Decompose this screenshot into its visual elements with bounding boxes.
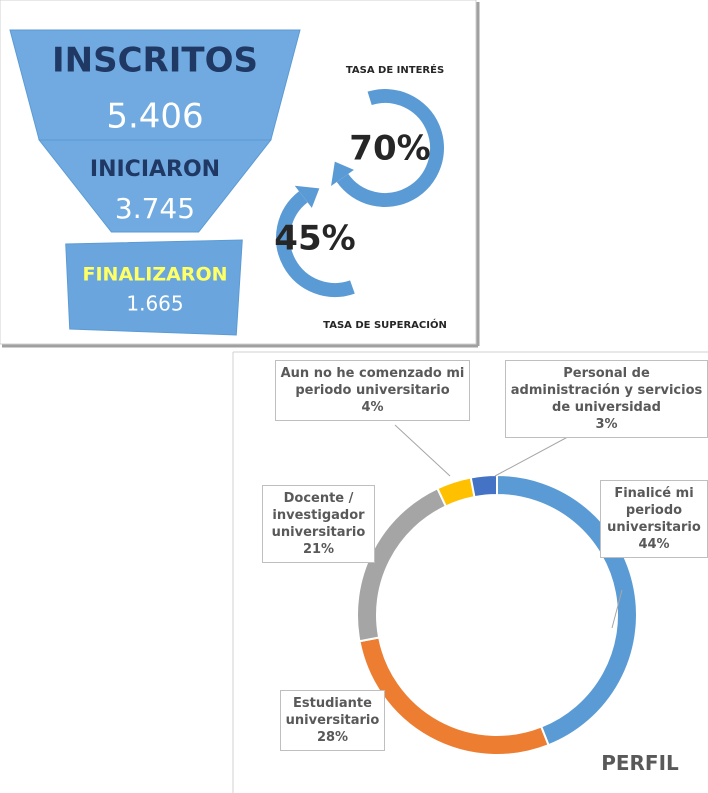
rate-arrow	[336, 89, 444, 207]
funnel-band	[38, 139, 272, 233]
funnel-value: 1.665	[126, 292, 183, 316]
rate-arrow-head	[331, 161, 354, 187]
data-label-value: 4%	[361, 400, 384, 415]
data-label-value: 3%	[595, 417, 618, 432]
chart-title: PERFIL	[601, 751, 679, 775]
data-label: Estudiante universitario 28%	[280, 690, 385, 751]
rate-arrow-head	[294, 185, 320, 208]
data-label-category: Estudiante universitario	[285, 696, 380, 728]
data-label-category: Docente / investigador universitario	[271, 491, 366, 540]
rate-label: TASA DE SUPERACIÓN	[323, 318, 447, 331]
funnel-label: INSCRITOS	[52, 41, 258, 81]
data-label-value: 28%	[316, 730, 349, 745]
data-label: Finalicé mi periodo universitario 44%	[600, 480, 708, 558]
data-label-value: 44%	[638, 537, 670, 552]
donut-slice	[436, 476, 476, 508]
data-label-category: Personal de administración y servicios d…	[510, 366, 703, 415]
funnel-label: FINALIZARON	[83, 264, 228, 286]
leader-line	[394, 424, 451, 477]
rate-value: 70%	[349, 129, 430, 169]
data-label: Docente / investigador universitario 21%	[262, 485, 375, 563]
funnel-band	[65, 239, 243, 336]
rate-label: TASA DE INTERÉS	[346, 63, 444, 76]
data-label-category: Aun no he comenzado mi periodo universit…	[280, 366, 465, 398]
data-label-value: 21%	[302, 542, 335, 557]
funnel-value: 3.745	[115, 192, 195, 225]
rate-value: 45%	[274, 219, 355, 259]
donut-slice	[358, 636, 550, 756]
data-label-category: Finalicé mi periodo universitario	[607, 486, 701, 535]
leader-line	[611, 589, 623, 629]
rate-arrow	[276, 191, 355, 297]
funnel-label: INICIARON	[90, 157, 220, 182]
data-label: Aun no he comenzado mi periodo universit…	[275, 360, 470, 421]
data-label: Personal de administración y servicios d…	[505, 360, 708, 438]
donut-slice	[469, 473, 498, 499]
funnel-value: 5.406	[106, 97, 203, 137]
